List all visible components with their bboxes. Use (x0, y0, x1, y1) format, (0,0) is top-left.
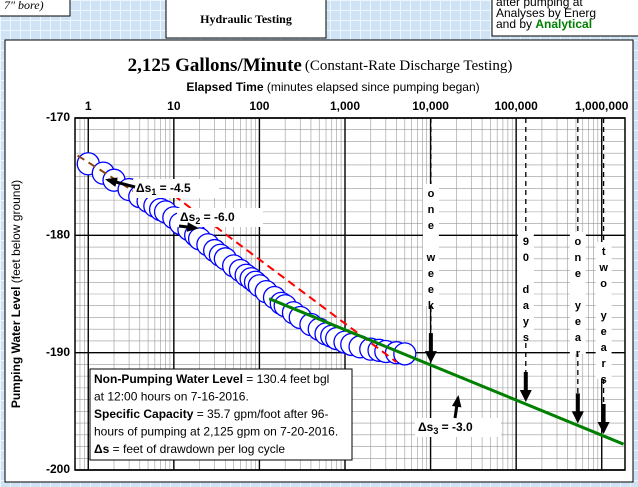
marker-label: 90 days (520, 236, 532, 348)
x-tick-label: 1,000 (330, 99, 360, 113)
slope-arrow-head (451, 395, 462, 408)
marker-arrow (519, 372, 532, 403)
slope-label-symbol: Δs (136, 181, 152, 195)
header-right-line: after pumping at (496, 0, 583, 9)
y-tick-label: -180 (46, 228, 70, 242)
slope-label-sub: 1 (151, 187, 156, 197)
marker-arrow (424, 333, 437, 364)
header-left-box (0, 0, 71, 17)
x-axis-label: Elapsed Time (minutes elapsed since pump… (186, 80, 479, 94)
note-key: Non-Pumping Water Level (94, 372, 243, 386)
marker-label-bg (569, 232, 586, 354)
note-text: = feet of drawdown per log cycle (109, 442, 285, 456)
fit-line (268, 297, 625, 446)
marker-arrow (597, 403, 610, 434)
slope-arrow-head (105, 177, 118, 187)
marker-label: two years (598, 246, 610, 390)
note-text: at 12:00 hours on 7-16-2016. (94, 390, 249, 404)
x-tick-label: 1 (85, 99, 92, 113)
header-right-highlight: Analytical (535, 17, 592, 31)
slope-label-bg (415, 418, 501, 437)
y-label-bold: Pumping Water Level (9, 287, 23, 409)
note-text: hours of pumping at 2,125 gpm on 7-20-20… (94, 425, 338, 439)
x-label-rest: (minutes elapsed since pumping began) (267, 80, 480, 94)
header-right-line: and by Analytical (496, 17, 592, 31)
slope-label-value: = -4.5 (156, 181, 191, 195)
x-tick-label: 10 (167, 99, 181, 113)
slope-label-symbol: Δs (418, 420, 434, 434)
note-line: Specific Capacity = 35.7 gpm/foot after … (94, 407, 328, 421)
header-right-box (491, 0, 638, 37)
x-tick-label: 1,000,000 (575, 99, 629, 113)
note-line: Δs = feet of drawdown per log cycle (94, 442, 285, 456)
x-tick-label: 100,000 (494, 99, 538, 113)
x-tick-label: 10,000 (412, 99, 449, 113)
slope-label-sub: 3 (433, 426, 438, 436)
note-text: = 130.4 feet bgl (243, 372, 329, 386)
marker-label-bg (422, 184, 439, 306)
slope-label-symbol: Δs (180, 210, 196, 224)
slope-label-bg (133, 179, 219, 198)
header-title-box (165, 0, 327, 39)
marker-label: one week (425, 188, 437, 316)
slope-label-bg (177, 208, 263, 227)
note-line: at 12:00 hours on 7-16-2016. (94, 390, 249, 404)
x-tick-label: 100 (249, 99, 269, 113)
y-label-rest: (feet below ground) (9, 180, 23, 283)
slope-label-value: = -6.0 (200, 210, 235, 224)
marker-label: one year (572, 236, 584, 364)
chart-title: 2,125 Gallons/Minute (Constant-Rate Disc… (128, 55, 513, 76)
title-rest: (Constant-Rate Discharge Testing) (305, 58, 513, 74)
slope-label: Δs1 = -4.5 (136, 181, 191, 197)
x-label-bold: Elapsed Time (186, 80, 263, 94)
slope-label: Δs3 = -3.0 (418, 420, 473, 436)
note-line: hours of pumping at 2,125 gpm on 7-20-20… (94, 425, 338, 439)
note-box (89, 368, 353, 461)
marker-label-bg (595, 242, 612, 379)
y-tick-label: -190 (46, 345, 70, 359)
title-bold: 2,125 Gallons/Minute (128, 55, 302, 76)
plot-frame (74, 117, 626, 471)
header-right-text: and by (496, 17, 532, 31)
slope-label: Δs2 = -6.0 (180, 210, 235, 226)
note-key: Specific Capacity (94, 407, 194, 421)
header-title: Hydraulic Testing (200, 12, 292, 26)
y-tick-label: -200 (46, 462, 70, 476)
slope-arrow-head (186, 222, 199, 232)
header-right-line: Analyses by Energ (496, 6, 596, 20)
note-text: = 35.7 gpm/foot after 96- (193, 407, 328, 421)
note-line: Non-Pumping Water Level = 130.4 feet bgl (94, 372, 329, 386)
slope-label-sub: 2 (195, 216, 200, 226)
marker-label-bg (517, 232, 534, 339)
y-axis-label: Pumping Water Level (feet below ground) (9, 180, 23, 408)
slope-label-value: = -3.0 (438, 420, 473, 434)
note-key: Δs (94, 442, 110, 456)
header-left: 7" bore) (4, 0, 44, 12)
marker-arrow (571, 393, 584, 424)
y-tick-label: -170 (46, 110, 70, 124)
